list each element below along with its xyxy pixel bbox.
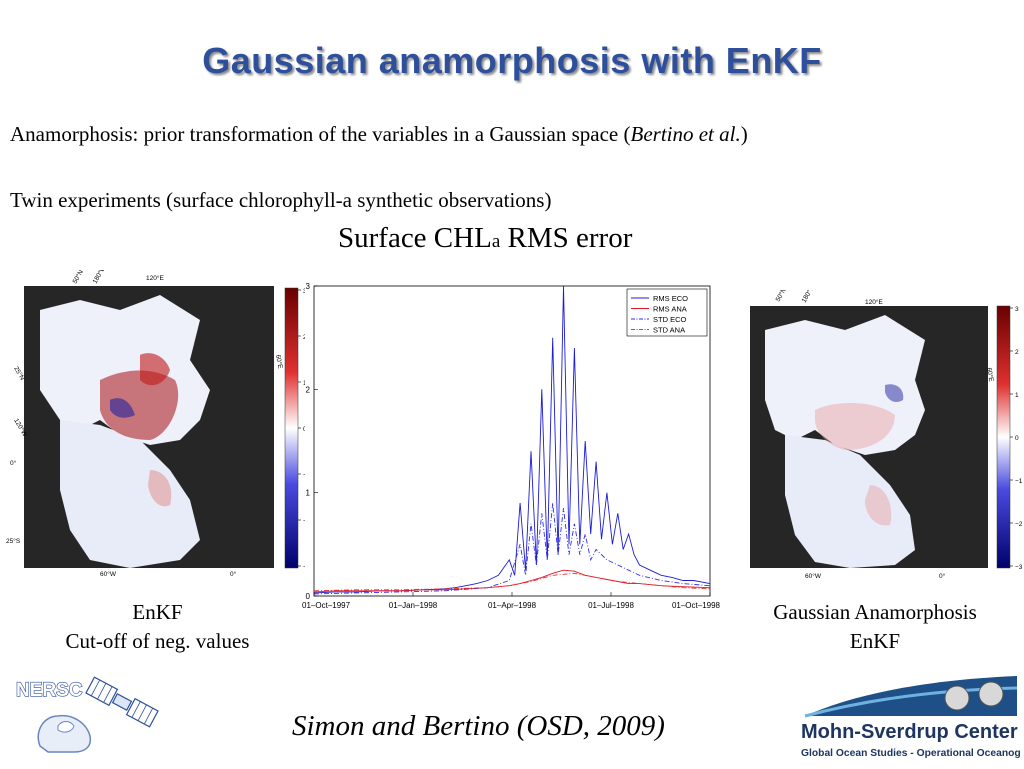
chart-title-main: Surface CHL [338, 222, 492, 254]
twin-experiments-line: Twin experiments (surface chlorophyll-a … [10, 188, 552, 212]
map-lon-label: 0° [230, 570, 237, 578]
series-std-eco-line [313, 502, 711, 595]
polar-bear-icon [37, 714, 92, 753]
legend-box [626, 288, 708, 337]
polar-bear-head-icon [57, 721, 75, 733]
map-lon-label: 60°E [985, 367, 995, 383]
colorbar-tick-label: −2 [1015, 521, 1023, 528]
colorbar-tick-label: 1 [1015, 392, 1019, 399]
left-map-south-atlantic [60, 420, 200, 568]
anamorphosis-line: Anamorphosis: prior transformation of th… [10, 122, 748, 147]
nersc-logo: NERSC [10, 676, 170, 756]
anamorphosis-text: Anamorphosis: prior transformation of th… [10, 122, 631, 146]
right-colorbar-ticks: 3 2 1 0 −1 −2 −3 [1010, 306, 1023, 571]
x-tick-label: 01–Jan–1998 [389, 601, 438, 610]
map-lat-label: 25°S [6, 537, 21, 545]
right-map-caption: Gaussian Anamorphosis EnKF [740, 598, 1010, 656]
left-colorbar [284, 287, 299, 569]
x-tick-label: 01–Apr–1998 [488, 601, 537, 610]
map-lat-label: 50°N [71, 270, 85, 285]
series-std-ana-line [313, 572, 711, 592]
mohn-sverdrup-tagline: Global Ocean Studies - Operational Ocean… [801, 748, 1020, 759]
map-lon-label: 0° [939, 572, 946, 580]
left-map-weak-anomaly [148, 470, 172, 507]
map-lat-label: 50°N [774, 290, 788, 303]
right-map-figure: 3 2 1 0 −1 −2 −3 50°N 180°W 120°E 60°E 60°W 0° [725, 290, 1024, 585]
y-tick-label: 0 [306, 592, 311, 601]
map-lon-label: 180°W [800, 290, 817, 304]
portrait-left-icon [944, 685, 970, 711]
bertino-reference: Bertino et al. [630, 122, 741, 146]
right-map-weak-positive [815, 403, 895, 450]
legend-label: RMS ANA [653, 305, 687, 314]
x-tick-label: 01–Oct–1997 [302, 601, 351, 610]
map-lon-label: 60°W [100, 570, 117, 578]
slide-title: Gaussian anamorphosis with EnKF [202, 40, 822, 81]
y-tick-label: 1 [306, 489, 311, 498]
colorbar-tick-label: 2 [1015, 349, 1019, 356]
colorbar-tick-label: 3 [1015, 306, 1019, 313]
satellite-icon [85, 676, 159, 728]
colorbar-tick-label: 1 [303, 380, 305, 387]
left-map-positive-anomaly [100, 370, 179, 440]
right-caption-line2: EnKF [849, 629, 901, 653]
left-map-negative-anomaly [110, 398, 135, 418]
nersc-logo-text: NERSC [16, 680, 83, 701]
portrait-right-icon [978, 681, 1004, 707]
map-lat-label: 0° [10, 459, 17, 467]
legend-label: RMS ECO [653, 294, 688, 303]
legend-label: STD ECO [653, 315, 687, 324]
colorbar-tick-label: 0 [1015, 435, 1019, 442]
series-rms-ana-line [313, 569, 711, 593]
x-tick-label: 01–Jul–1998 [588, 601, 634, 610]
right-map-negative-anomaly [885, 384, 904, 403]
colorbar-tick-label: −3 [1015, 564, 1023, 571]
map-lon-label: 60°E [274, 354, 284, 370]
y-tick-label: 3 [306, 282, 311, 291]
colorbar-tick-label: −2 [303, 518, 305, 525]
chart-title-tail: RMS error [500, 222, 633, 254]
left-caption-line2: Cut-off of neg. values [65, 629, 250, 653]
colorbar-tick-label: −1 [303, 472, 305, 479]
right-caption-line1: Gaussian Anamorphosis [773, 600, 977, 624]
colorbar-tick-label: 0 [303, 426, 305, 433]
right-colorbar [996, 305, 1011, 569]
colorbar-tick-label: −3 [303, 564, 305, 571]
y-tick-label: 2 [306, 385, 311, 394]
colorbar-tick-label: 2 [303, 334, 305, 341]
chart-series-group [313, 285, 711, 595]
left-map-caption: EnKF Cut-off of neg. values [20, 598, 295, 656]
chart-plot-area [313, 285, 711, 597]
map-lon-label: 120°E [865, 298, 883, 306]
x-tick-label: 01–Oct–1998 [672, 601, 721, 610]
right-map-south-atlantic [785, 435, 915, 568]
chart-title: Surface CHLa RMS error [338, 222, 632, 255]
chart-x-ticks: 01–Oct–1997 01–Jan–1998 01–Apr–1998 01–Jul–… [302, 592, 721, 610]
left-map-positive-anomaly-2 [140, 353, 170, 386]
map-lon-label: 180°W [91, 270, 108, 285]
citation: Simon and Bertino (OSD, 2009) [292, 710, 665, 742]
colorbar-tick-label: −1 [1015, 478, 1023, 485]
map-lon-label: 60°W [805, 572, 822, 580]
mohn-sverdrup-name: Mohn-Sverdrup Center [801, 721, 1018, 743]
right-map-weak-anomaly [865, 485, 892, 526]
left-colorbar-ticks: 3 2 1 0 −1 −2 −3 [298, 288, 305, 571]
map-lon-label: 120°E [146, 274, 164, 282]
right-map-north-atlantic [765, 315, 925, 455]
colorbar-tick-label: 3 [303, 288, 305, 295]
left-caption-line1: EnKF [132, 600, 183, 624]
chart-title-subscript: a [491, 231, 501, 252]
mohn-sverdrup-logo: Mohn-Sverdrup Center Global Ocean Studie… [795, 672, 1024, 764]
anamorphosis-close: ) [740, 122, 748, 146]
legend-label: STD ANA [653, 326, 685, 335]
